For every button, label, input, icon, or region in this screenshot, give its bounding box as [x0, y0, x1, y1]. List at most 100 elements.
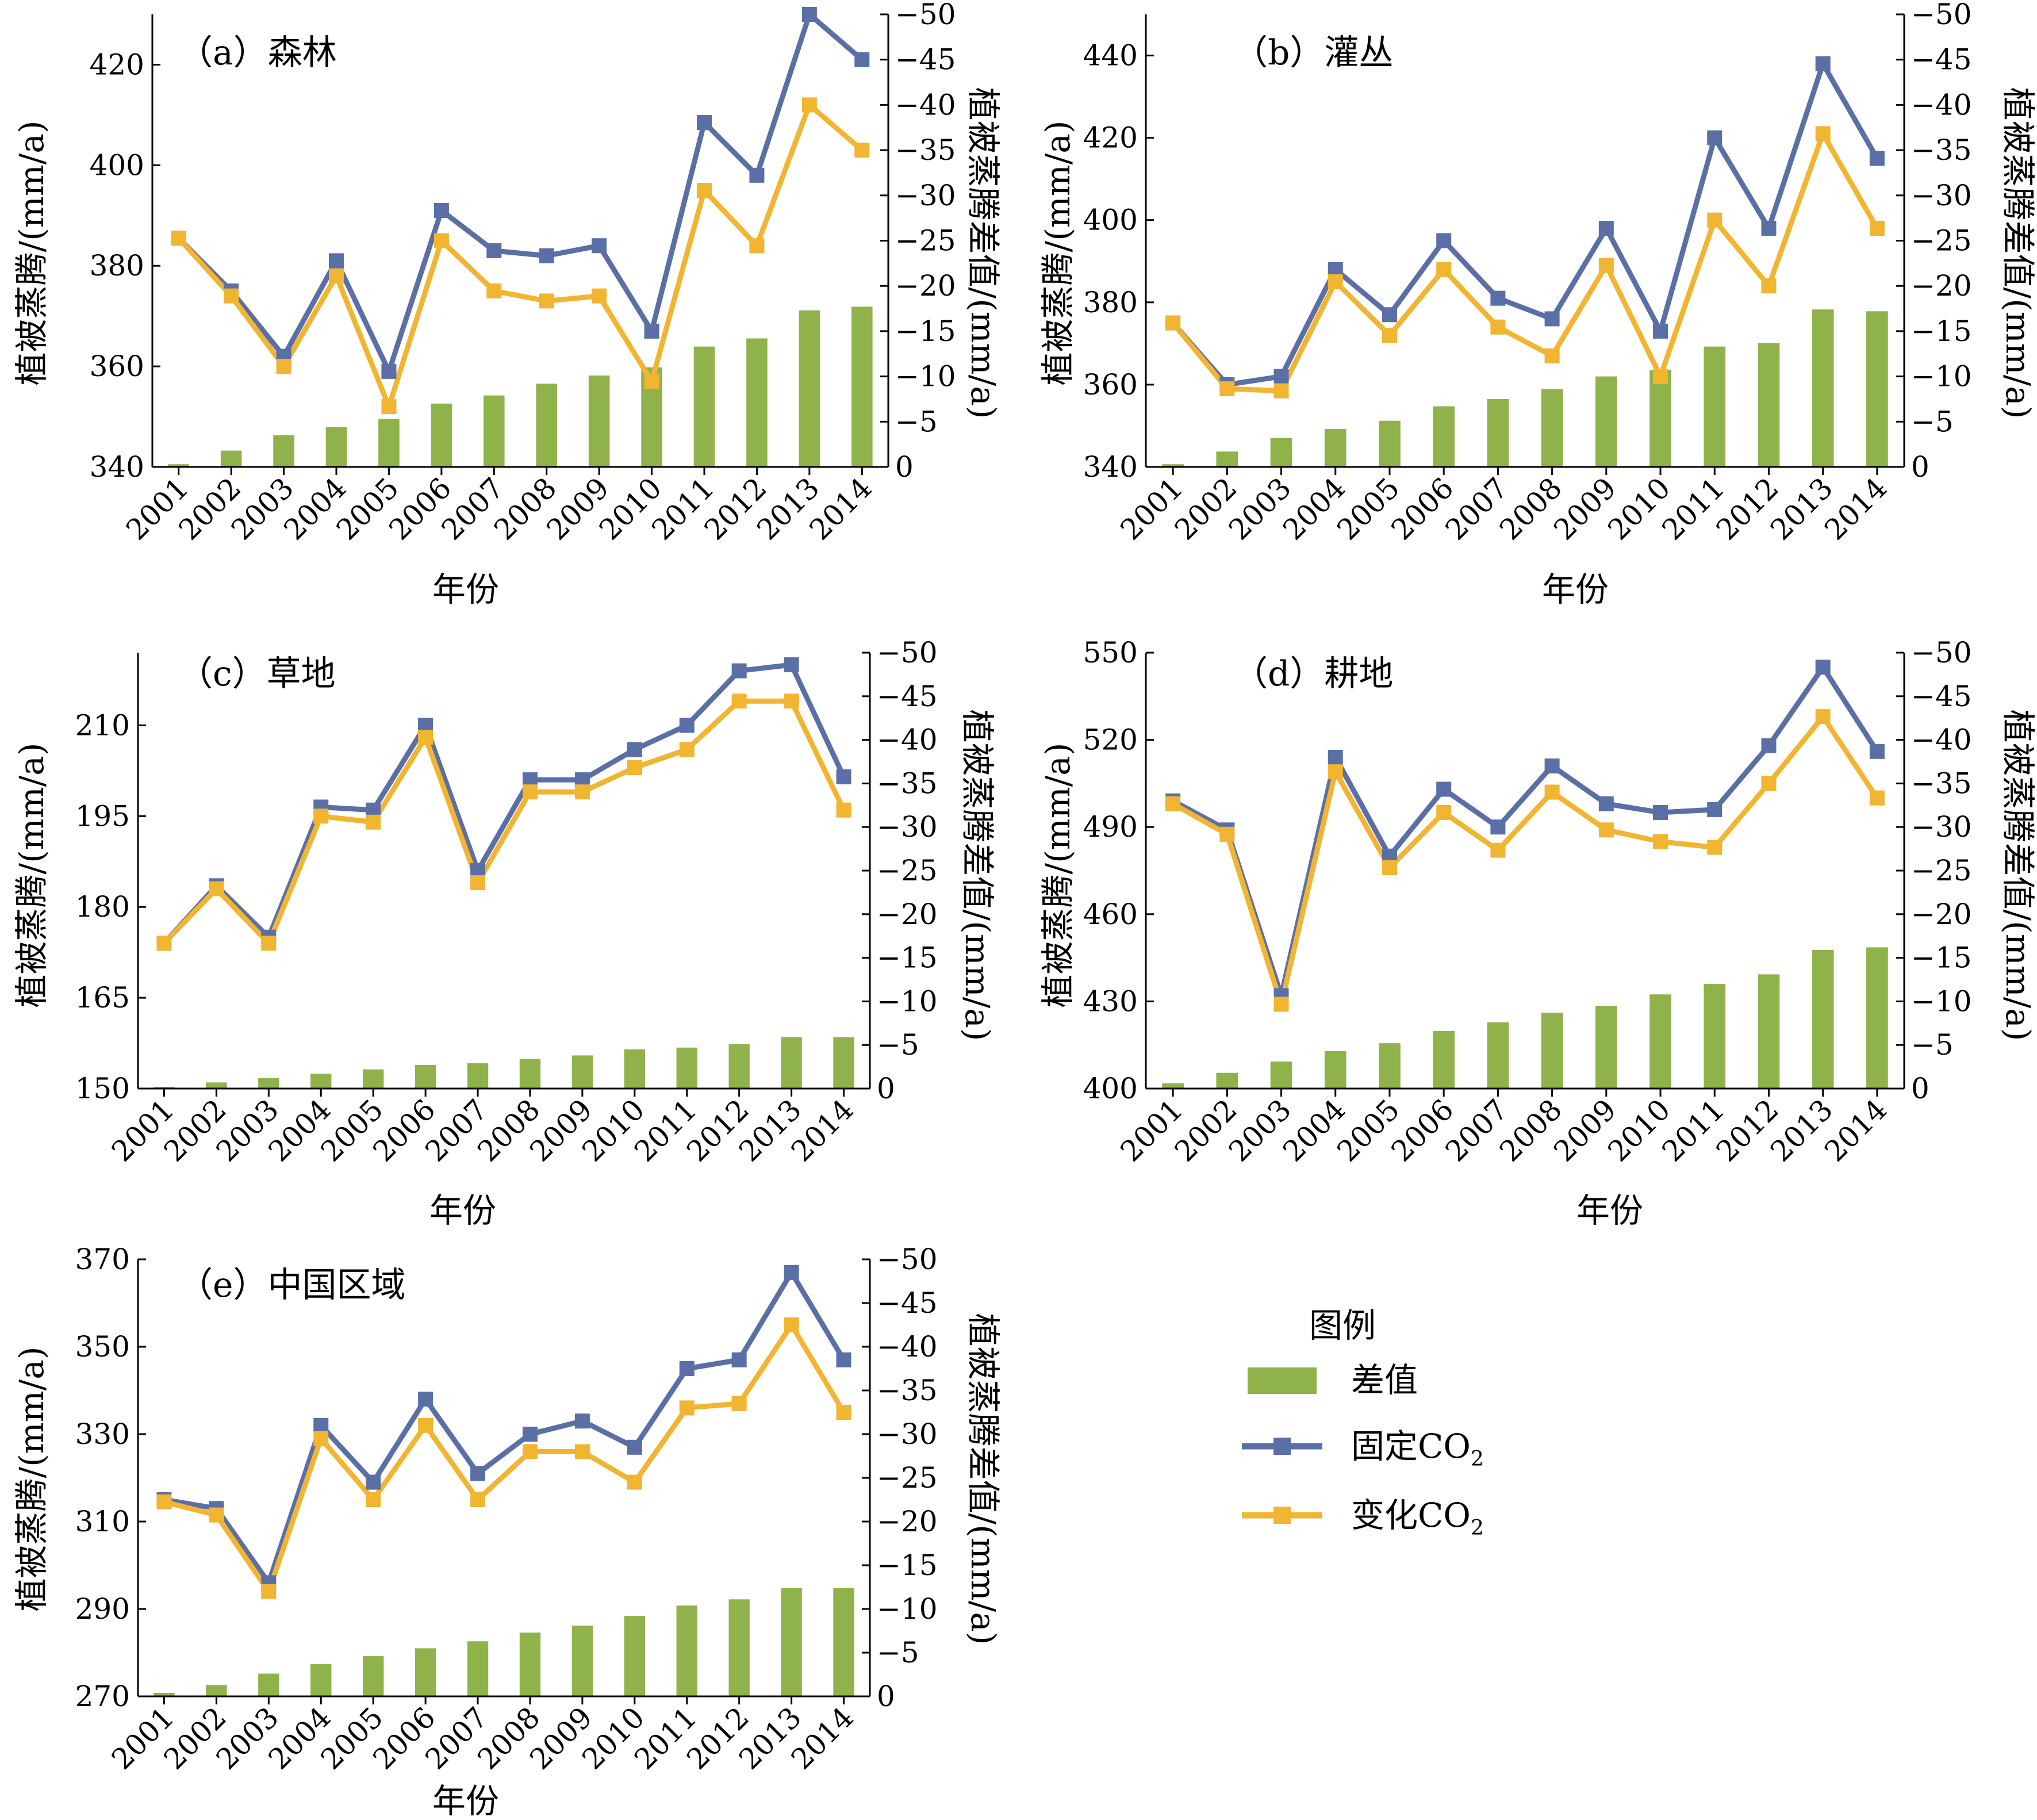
fixed-co2-point: [749, 167, 765, 183]
diff-bar: [206, 1685, 227, 1696]
x-tick-label: 2002: [1168, 471, 1244, 546]
fixed-co2-point: [329, 253, 344, 269]
diff-bar: [1595, 1005, 1617, 1089]
y2-tick-label: −45: [877, 1286, 938, 1320]
legend-label-diff: 差值: [1351, 1361, 1418, 1400]
y2-tick-label: −5: [877, 1028, 919, 1062]
diff-bar: [1704, 346, 1726, 467]
y-axis-label: 植被蒸腾/(mm/a): [12, 121, 51, 386]
varying-co2-point: [644, 374, 659, 389]
diff-bar: [728, 1599, 750, 1696]
plot-area: 270 290 310 330 350 370 0 −5 −10 −15 −20 −25 −30 −35 −…: [75, 1243, 938, 1776]
x-tick-label: 2010: [593, 471, 668, 546]
diff-bar: [1541, 389, 1563, 467]
chart-title: （c）草地: [178, 654, 336, 694]
fixed-co2-point: [486, 243, 502, 258]
y2-tick-label: −45: [895, 43, 956, 76]
y2-tick-label: −10: [877, 984, 938, 1018]
y2-axis-label: 植被蒸腾差值/(mm/a): [964, 1313, 1003, 1645]
varying-co2-point: [574, 784, 590, 800]
varying-co2-point: [156, 1494, 172, 1509]
y2-tick-label: 0: [895, 450, 914, 484]
y-tick-label: 400: [1083, 1072, 1138, 1105]
varying-co2-point: [1815, 709, 1831, 725]
y2-tick-label: −5: [877, 1636, 919, 1669]
varying-co2-point: [784, 693, 799, 709]
y-tick-label: 290: [75, 1592, 130, 1626]
y-tick-label: 310: [75, 1505, 130, 1538]
varying-co2-point: [1273, 383, 1289, 399]
diff-bar: [519, 1633, 541, 1696]
y-tick-label: 360: [90, 350, 144, 383]
fixed-co2-point: [1653, 804, 1668, 820]
panel-b: （b）灌丛 植被蒸腾/(mm/a) 植被蒸腾差值/(mm/a) 年份: [1038, 33, 2037, 609]
diff-bar: [519, 1059, 541, 1089]
y-tick-label: 490: [1083, 810, 1138, 844]
x-axis-label: 年份: [1576, 1191, 1643, 1230]
y2-tick-label: −40: [895, 88, 956, 121]
y2-tick-label: −20: [877, 1505, 938, 1538]
y2-tick-label: −35: [1911, 767, 1972, 800]
chart-title: （d）耕地: [1233, 654, 1393, 694]
varying-co2-point: [1707, 212, 1723, 228]
x-tick-label: 2009: [1547, 1093, 1622, 1168]
y-tick-label: 195: [75, 799, 130, 833]
varying-co2-point: [171, 231, 186, 246]
x-tick-label: 2011: [1656, 1093, 1731, 1168]
diff-bar: [1812, 949, 1834, 1089]
varying-co2-point: [539, 293, 554, 309]
y2-tick-label: −15: [895, 315, 956, 348]
diff-bar: [781, 1037, 802, 1089]
y-tick-label: 210: [75, 708, 130, 742]
x-tick-label: 2003: [1222, 471, 1298, 546]
diff-bar: [781, 1588, 802, 1696]
panel-a: （a）森林 植被蒸腾/(mm/a) 植被蒸腾差值/(mm/a) 年份: [12, 33, 1003, 609]
x-tick-label: 2014: [785, 1700, 860, 1776]
diff-bar: [1487, 1022, 1509, 1089]
fixed-co2-line: [1171, 664, 1879, 998]
diff-bar: [258, 1078, 279, 1089]
fixed-co2-point: [836, 769, 851, 784]
fixed-co2-point: [1490, 290, 1506, 306]
varying-co2-point: [854, 143, 870, 158]
x-tick-label: 2006: [1385, 471, 1460, 546]
varying-co2-point: [366, 1492, 381, 1507]
diff-bar: [1649, 370, 1671, 467]
diff-bar: [1270, 1062, 1292, 1089]
varying-co2-line: [1171, 714, 1879, 1007]
diff-bar: [1324, 428, 1347, 467]
y-tick-label: 350: [75, 1330, 130, 1363]
panel-e: （e）中国区域 植被蒸腾/(mm/a) 植被蒸腾差值/(mm/a) 年份: [12, 1265, 1003, 1820]
y-tick-label: 400: [90, 148, 144, 182]
varying-co2-point: [470, 1492, 486, 1507]
varying-co2-point: [1382, 860, 1397, 875]
diff-bar: [1649, 994, 1671, 1089]
fixed-co2-point: [1869, 151, 1885, 166]
diff-bar: [1704, 984, 1726, 1089]
varying-co2-point: [1165, 315, 1181, 331]
varying-co2-point: [522, 784, 538, 800]
diff-bar: [467, 1641, 489, 1696]
diff-bar: [1758, 974, 1780, 1089]
fixed-co2-point: [1653, 323, 1668, 339]
fixed-co2-point: [1328, 749, 1343, 765]
varying-co2-point: [1869, 221, 1885, 236]
y-tick-label: 420: [1083, 121, 1138, 155]
diff-bar: [310, 1074, 332, 1089]
diff-bar: [431, 403, 452, 467]
y-tick-label: 430: [1083, 984, 1138, 1018]
panel-d: （d）耕地 植被蒸腾/(mm/a) 植被蒸腾差值/(mm/a) 年份: [1038, 654, 2037, 1230]
varying-co2-point: [679, 1400, 695, 1416]
diff-bar: [168, 464, 189, 467]
diff-bar: [325, 427, 347, 467]
fixed-co2-point: [1598, 796, 1614, 811]
varying-co2-line: [177, 102, 864, 409]
diff-bar: [1216, 1072, 1238, 1089]
varying-co2-point: [836, 1405, 851, 1420]
varying-co2-point: [1436, 262, 1452, 277]
varying-co2-point: [313, 1431, 329, 1446]
varying-co2-point: [224, 288, 239, 304]
varying-co2-point: [1653, 834, 1668, 849]
x-tick-label: 2008: [1493, 471, 1568, 546]
y2-tick-label: −25: [1911, 854, 1972, 887]
